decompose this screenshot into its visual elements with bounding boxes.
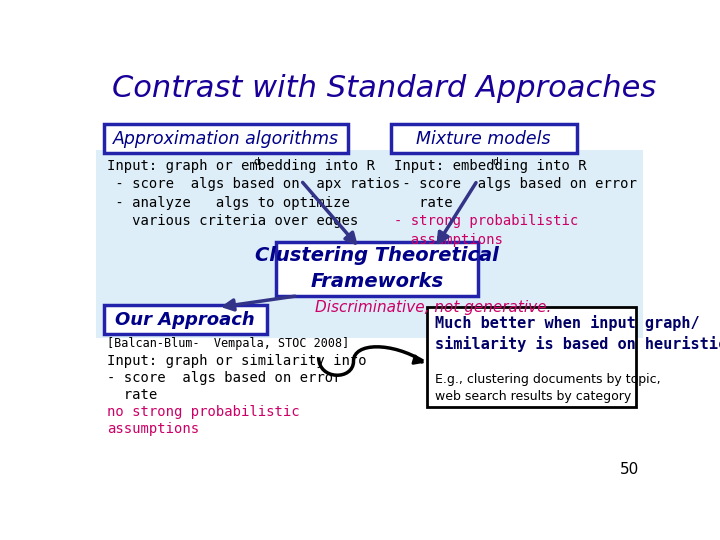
Text: d: d: [253, 157, 259, 167]
Text: assumptions: assumptions: [394, 233, 503, 247]
FancyBboxPatch shape: [104, 305, 266, 334]
Text: - score  algs based on  apx ratios: - score algs based on apx ratios: [107, 177, 400, 191]
Text: Input: embedding into R: Input: embedding into R: [394, 159, 586, 173]
Text: 50: 50: [619, 462, 639, 477]
FancyBboxPatch shape: [104, 124, 348, 153]
Text: rate: rate: [394, 195, 452, 210]
Text: - score  algs based on error: - score algs based on error: [107, 372, 341, 385]
Text: Much better when input graph/
similarity is based on heuristics.: Much better when input graph/ similarity…: [435, 315, 720, 352]
Text: Clustering Theoretical: Clustering Theoretical: [255, 246, 499, 265]
Text: assumptions: assumptions: [107, 422, 199, 436]
Text: Approximation algorithms: Approximation algorithms: [113, 130, 339, 148]
Text: rate: rate: [107, 388, 157, 402]
FancyBboxPatch shape: [96, 150, 642, 338]
Text: Input: graph or embedding into R: Input: graph or embedding into R: [107, 159, 375, 173]
Text: Contrast with Standard Approaches: Contrast with Standard Approaches: [112, 74, 656, 103]
Text: - analyze   algs to optimize: - analyze algs to optimize: [107, 195, 350, 210]
Text: Discriminative, not generative.: Discriminative, not generative.: [315, 300, 551, 315]
Text: - strong probabilistic: - strong probabilistic: [394, 214, 578, 228]
Text: Input: graph or similarity info: Input: graph or similarity info: [107, 354, 366, 368]
Text: d: d: [492, 157, 498, 167]
FancyBboxPatch shape: [427, 307, 636, 408]
Text: Mixture models: Mixture models: [416, 130, 551, 148]
Text: Frameworks: Frameworks: [310, 273, 444, 292]
FancyBboxPatch shape: [276, 242, 477, 296]
Text: Our Approach: Our Approach: [115, 310, 255, 329]
FancyBboxPatch shape: [391, 124, 577, 153]
Text: [Balcan-Blum-  Vempala, STOC 2008]: [Balcan-Blum- Vempala, STOC 2008]: [107, 338, 349, 350]
Text: E.g., clustering documents by topic,
web search results by category: E.g., clustering documents by topic, web…: [435, 373, 660, 403]
Text: - score  algs based on error: - score algs based on error: [394, 177, 636, 191]
Text: various criteria over edges: various criteria over edges: [107, 214, 359, 228]
Text: no strong probabilistic: no strong probabilistic: [107, 405, 300, 419]
